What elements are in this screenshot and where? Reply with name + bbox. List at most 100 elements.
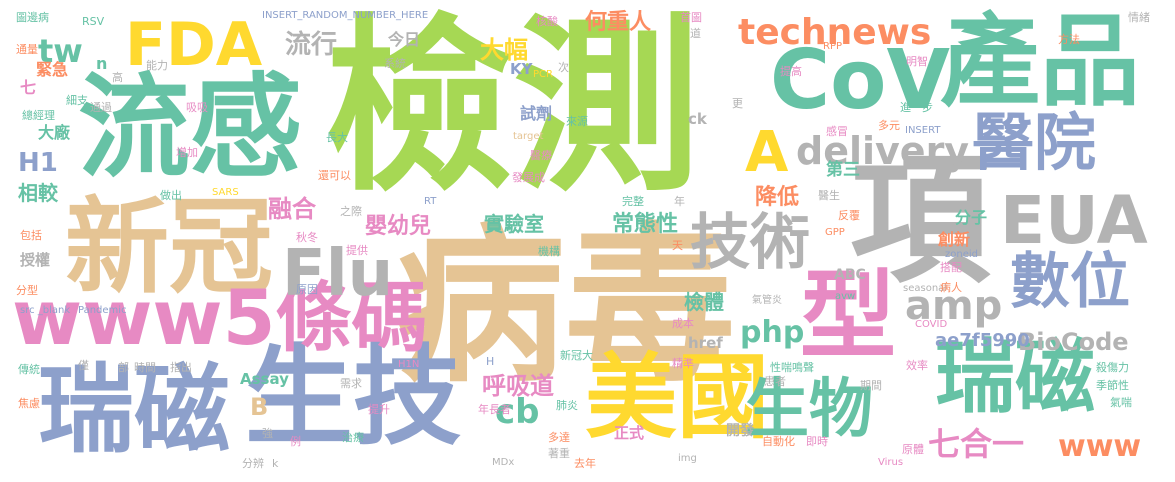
- word: 通過: [90, 101, 112, 114]
- word: 提高: [780, 65, 802, 78]
- word: 來源: [566, 115, 588, 128]
- word: Flu: [282, 237, 394, 311]
- word: 病人: [940, 281, 962, 294]
- word: 指出: [170, 361, 192, 374]
- word: src _blank: [20, 305, 71, 316]
- word: 呼吸道: [482, 372, 554, 400]
- word: 成本: [672, 317, 694, 330]
- word: 七合一: [928, 425, 1025, 463]
- word: Assay: [240, 370, 289, 388]
- word: 氣管炎: [752, 295, 782, 306]
- word: 提供: [346, 244, 368, 257]
- word: www5條碼: [12, 273, 428, 362]
- word: MDx: [492, 457, 515, 468]
- word: cb: [495, 392, 540, 432]
- word: 產品: [940, 3, 1140, 120]
- word: 大幅: [480, 36, 528, 64]
- word: 正式: [614, 424, 645, 442]
- word: ae7f5990: [935, 330, 1030, 351]
- word: technews: [738, 12, 932, 53]
- word: 僅: [78, 359, 89, 372]
- word: 更: [732, 97, 743, 110]
- word: INSERT_RANDOM_NUMBER_HERE: [262, 10, 429, 21]
- word: 生物: [745, 373, 873, 447]
- word: 還可以: [318, 169, 351, 182]
- word: amp: [905, 283, 1003, 329]
- word: k: [272, 457, 279, 470]
- word: 何重人: [585, 10, 652, 35]
- word: 能力: [146, 59, 168, 72]
- word: COVID: [915, 319, 948, 330]
- word: 年長者: [478, 403, 511, 416]
- word: 原因: [296, 283, 318, 296]
- word: 新冠: [65, 186, 274, 308]
- word: 緊急: [36, 60, 69, 79]
- word: H: [486, 355, 495, 368]
- word: 道: [690, 27, 701, 40]
- word: delivery: [796, 129, 970, 173]
- word: 首圖: [680, 11, 702, 24]
- word: 期間: [860, 379, 882, 392]
- word: 情緒: [1128, 11, 1150, 24]
- word: Virus: [878, 457, 904, 468]
- word: 降低: [755, 185, 800, 210]
- word: 分辨: [242, 457, 264, 470]
- word: Pandemic: [78, 305, 127, 316]
- word: 創新: [938, 230, 971, 249]
- word: 醫生: [818, 189, 840, 202]
- word: 去年: [574, 457, 596, 470]
- word: A: [745, 120, 789, 185]
- word: 效率: [906, 359, 928, 372]
- word: 檢測: [325, 0, 701, 217]
- word: 精準: [672, 357, 694, 370]
- word: 實驗室: [484, 212, 544, 236]
- word: 即時: [806, 435, 828, 448]
- word: 流感: [78, 63, 302, 193]
- word: KY: [510, 60, 533, 78]
- word: 醫院: [972, 106, 1097, 179]
- word: 病毒: [395, 208, 736, 406]
- word: 高: [112, 71, 123, 84]
- word: RPP: [823, 41, 843, 52]
- word: 多元: [878, 119, 900, 132]
- word: RSV: [82, 15, 105, 28]
- word: B: [250, 393, 269, 421]
- word: 天: [672, 239, 683, 252]
- word: 季節性: [1096, 379, 1129, 392]
- word: 自動化: [762, 435, 795, 448]
- word: 著重: [548, 447, 570, 460]
- word: H1N: [398, 359, 420, 370]
- word: 通量: [16, 43, 38, 56]
- word: www: [1058, 429, 1142, 464]
- word: 生技: [245, 335, 462, 460]
- word: 時間: [134, 361, 156, 374]
- word: href: [688, 334, 723, 352]
- word: RT: [424, 196, 437, 207]
- word: 常態性: [612, 212, 679, 237]
- word: 進一步: [900, 101, 933, 114]
- word: 數位: [1010, 247, 1130, 317]
- word: 反覆: [838, 209, 860, 222]
- word: 做出: [160, 189, 182, 202]
- word: 機構: [538, 245, 560, 258]
- word: 吸吸: [186, 101, 208, 114]
- word: 感冒: [826, 125, 848, 138]
- word: 例: [290, 435, 301, 448]
- word: 部: [118, 361, 129, 374]
- word: 傳統: [18, 363, 40, 376]
- word: 核酸: [536, 15, 558, 28]
- word: 發展成: [512, 171, 545, 184]
- word: 細支: [66, 94, 88, 107]
- word: 治療: [342, 431, 364, 444]
- word: ABC: [834, 267, 866, 283]
- word: avw: [835, 291, 856, 302]
- word: seasonal: [903, 283, 948, 294]
- word: 強: [262, 427, 273, 440]
- word: 秋冬: [296, 231, 318, 244]
- word: 分子: [955, 208, 988, 227]
- word: 相較: [18, 181, 58, 205]
- word: 次: [558, 61, 569, 74]
- word: 型: [800, 260, 896, 372]
- word: 項: [850, 140, 991, 303]
